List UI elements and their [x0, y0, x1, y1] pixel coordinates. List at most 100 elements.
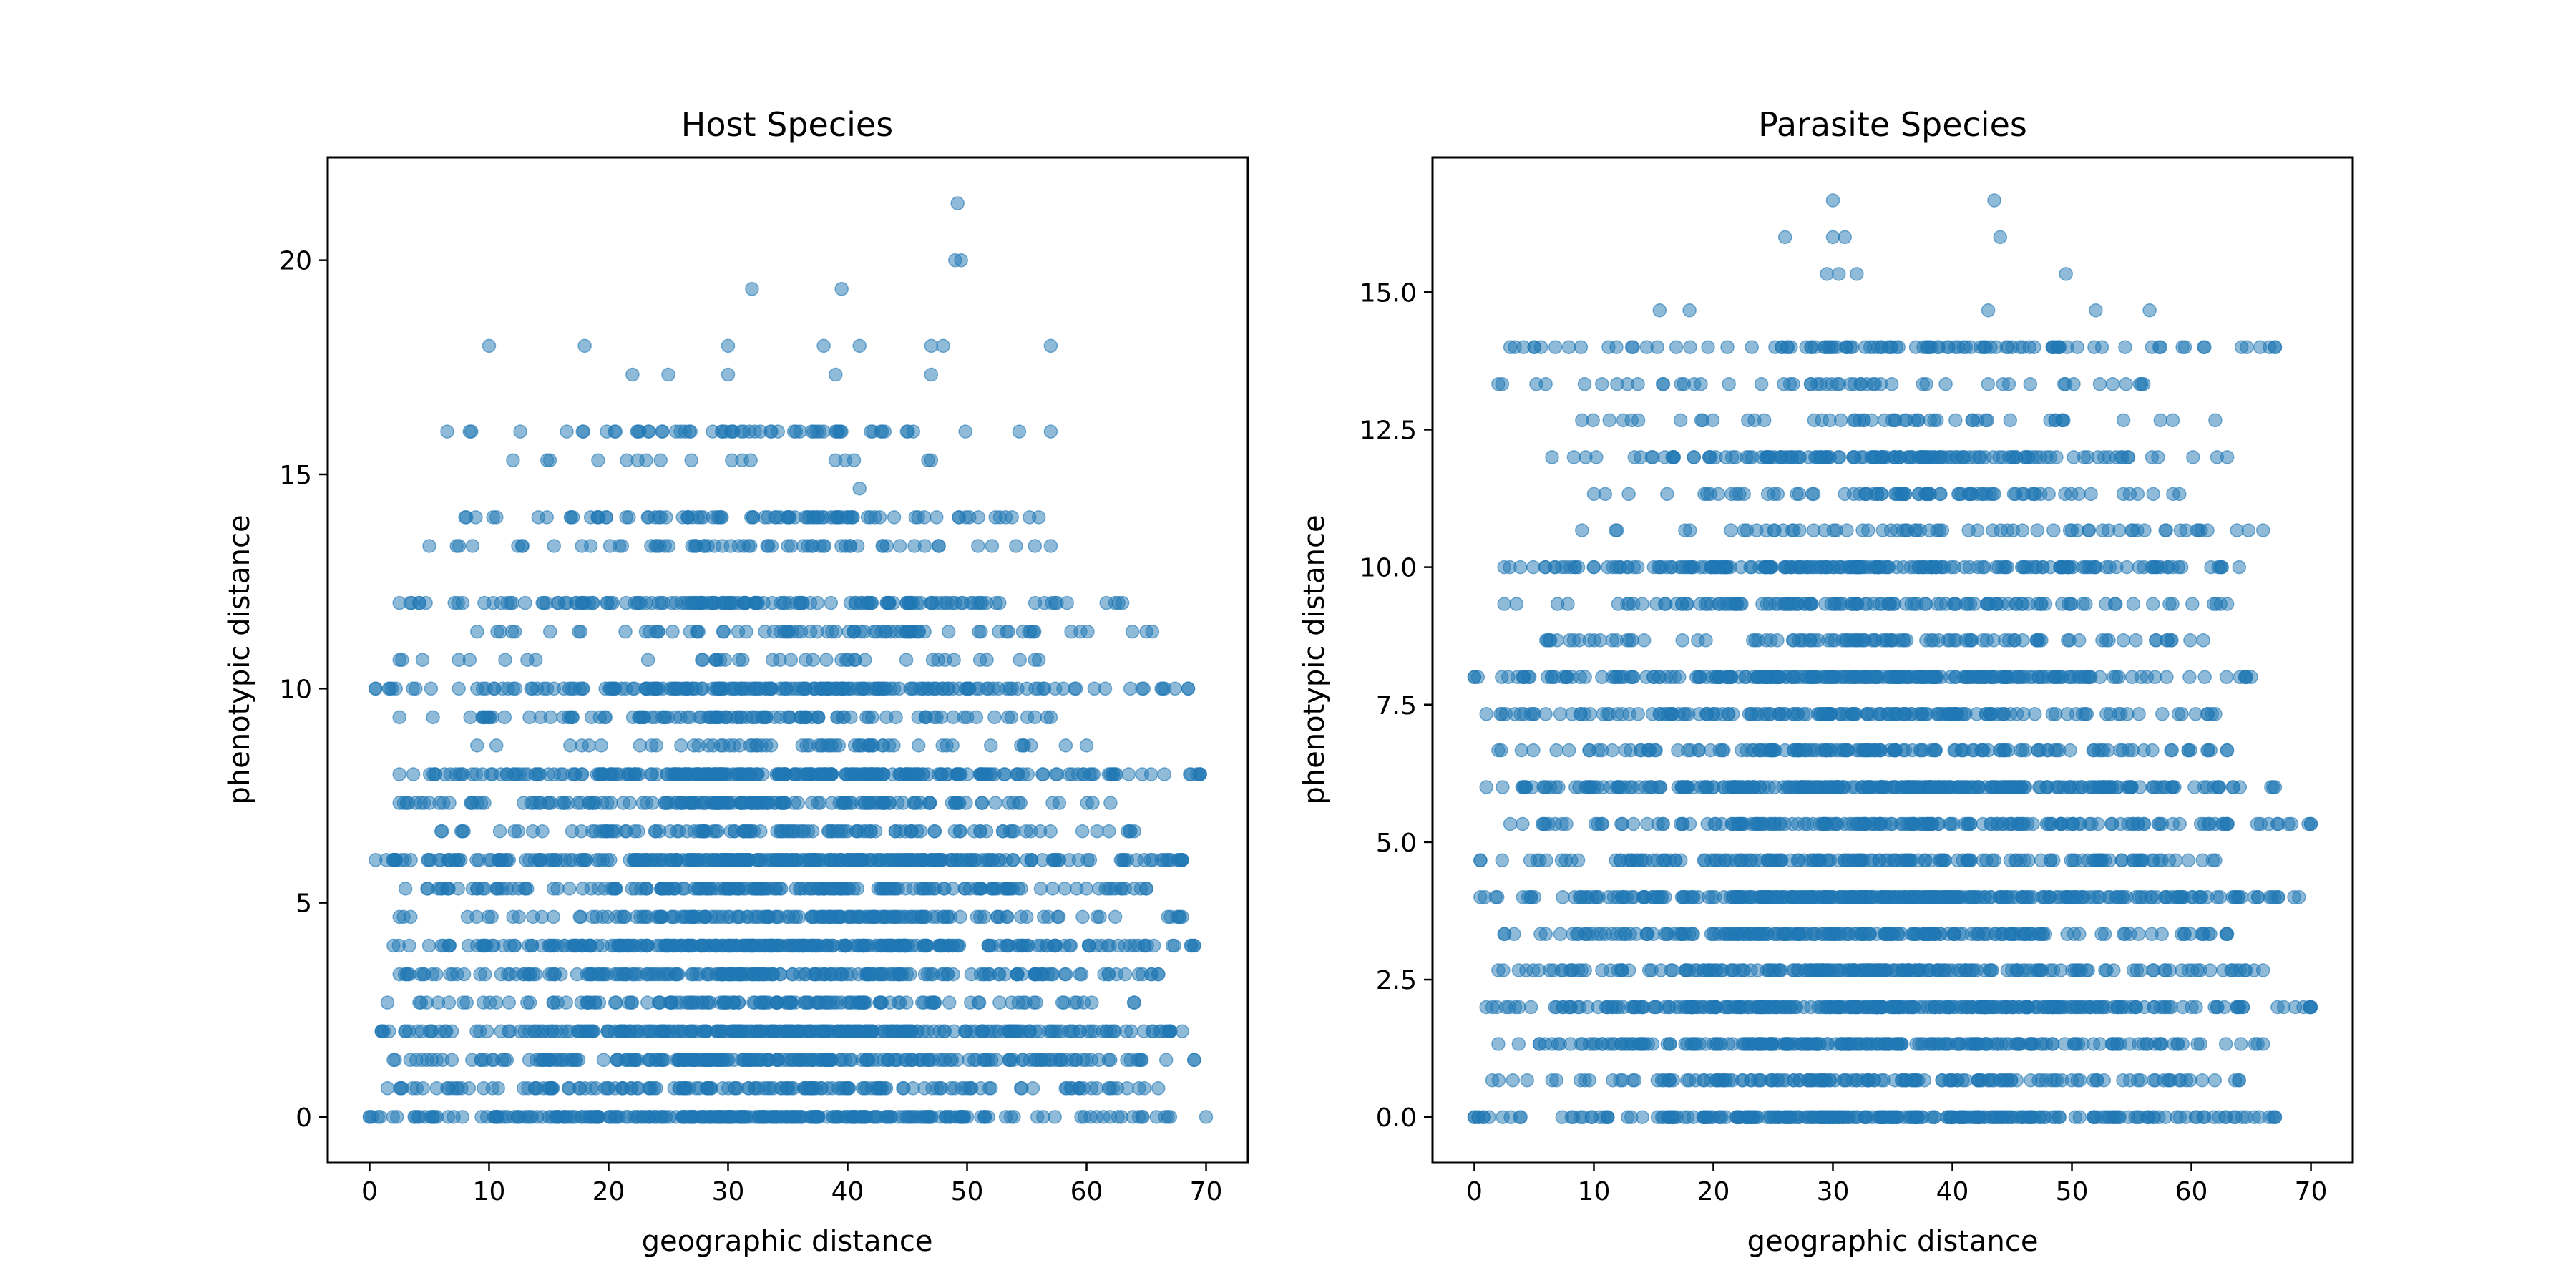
host-data-point [439, 1024, 454, 1038]
host-data-point [1017, 738, 1031, 753]
parasite-data-point [2193, 1037, 2208, 1051]
host-data-point [776, 595, 791, 610]
host-data-point [936, 909, 951, 924]
host-data-point [1075, 909, 1090, 924]
parasite-data-point [1915, 1110, 1930, 1124]
host-data-point [628, 767, 643, 781]
host-data-point [856, 938, 870, 953]
host-data-point [612, 1024, 627, 1038]
host-data-point [1127, 938, 1141, 953]
host-data-point [1146, 938, 1161, 953]
host-data-point [893, 853, 908, 867]
host-data-point [1031, 1053, 1045, 1068]
host-data-point [1111, 938, 1126, 953]
host-data-point [674, 738, 688, 753]
parasite-data-point [2093, 1037, 2107, 1051]
host-data-point [792, 595, 806, 610]
host-data-point [899, 967, 914, 982]
parasite-data-point [2087, 1110, 2101, 1124]
host-data-point [998, 510, 1013, 525]
host-data-point [488, 1110, 502, 1124]
host-data-point [392, 909, 406, 924]
parasite-data-point [1772, 963, 1786, 977]
host-data-point [815, 738, 830, 753]
host-data-point [518, 595, 532, 610]
host-data-point [864, 595, 879, 610]
host-data-point [927, 824, 942, 839]
host-data-point [697, 539, 712, 553]
host-data-point [640, 995, 655, 1010]
host-data-point [672, 681, 686, 696]
host-data-point [892, 767, 907, 781]
host-data-point [1043, 539, 1058, 553]
host-data-point [1163, 1024, 1178, 1038]
host-data-point [804, 796, 819, 810]
host-data-point [680, 938, 695, 953]
host-data-point [1103, 1110, 1118, 1124]
host-data-point [716, 853, 730, 867]
host-data-point [972, 653, 987, 667]
host-data-point [1036, 767, 1050, 781]
host-data-point [684, 453, 698, 467]
host-data-point [480, 710, 494, 725]
host-data-point [962, 681, 977, 696]
parasite-data-point [1736, 1000, 1751, 1015]
parasite-data-point [2132, 1037, 2146, 1051]
host-data-point [819, 938, 834, 953]
host-data-point [627, 1110, 642, 1124]
host-data-point [1028, 539, 1043, 553]
host-data-point [392, 653, 406, 667]
parasite-data-point [2167, 1037, 2181, 1051]
parasite-data-point [2193, 963, 2207, 977]
host-data-point [563, 510, 578, 525]
host-data-point [542, 624, 557, 639]
parasite-data-point [2172, 1110, 2187, 1124]
host-data-point [745, 282, 759, 296]
host-data-point [542, 453, 557, 467]
host-data-point [813, 967, 827, 982]
parasite-data-point [2210, 1000, 2225, 1015]
host-data-point [392, 967, 406, 982]
host-data-point [1052, 796, 1067, 810]
host-data-point [1131, 1081, 1146, 1096]
host-x-tick-label: 10 [473, 1177, 506, 1206]
host-data-point [967, 1053, 982, 1068]
host-data-point [963, 1081, 978, 1096]
host-data-point [1094, 938, 1109, 953]
host-data-point [688, 681, 703, 696]
host-data-point [825, 1081, 839, 1096]
host-data-point [805, 710, 819, 725]
host-data-point [1120, 1053, 1134, 1068]
host-data-point [562, 1081, 577, 1096]
parasite-data-point [2233, 1037, 2248, 1051]
host-data-point [608, 1110, 622, 1124]
host-data-point [618, 824, 633, 839]
host-data-point [1072, 1081, 1087, 1096]
host-data-point [954, 253, 968, 268]
parasite-data-point [1853, 1037, 1868, 1051]
host-data-point [560, 424, 574, 439]
host-data-point [1151, 1081, 1166, 1096]
parasite-data-point [2164, 1000, 2179, 1015]
host-data-point [550, 938, 565, 953]
host-data-point [1199, 1110, 1214, 1124]
host-data-point [1058, 882, 1072, 896]
parasite-data-point [1645, 1037, 1660, 1051]
host-data-point [426, 1110, 440, 1124]
host-data-point [515, 539, 530, 553]
parasite-data-point [1878, 1037, 1892, 1051]
host-data-point [892, 909, 907, 924]
host-data-point [1043, 338, 1058, 353]
host-data-point [700, 1081, 714, 1096]
host-data-point [1113, 853, 1128, 867]
host-data-point [574, 824, 589, 839]
host-data-point [950, 1053, 965, 1068]
host-data-point [1087, 681, 1102, 696]
parasite-data-point [2207, 1073, 2223, 1088]
parasite-data-point [1914, 1037, 1929, 1051]
host-data-point [784, 539, 799, 553]
parasite-data-point [2004, 1073, 2019, 1088]
parasite-data-point [2158, 1110, 2173, 1124]
parasite-data-point [1775, 1073, 1790, 1088]
host-data-point [822, 909, 836, 924]
